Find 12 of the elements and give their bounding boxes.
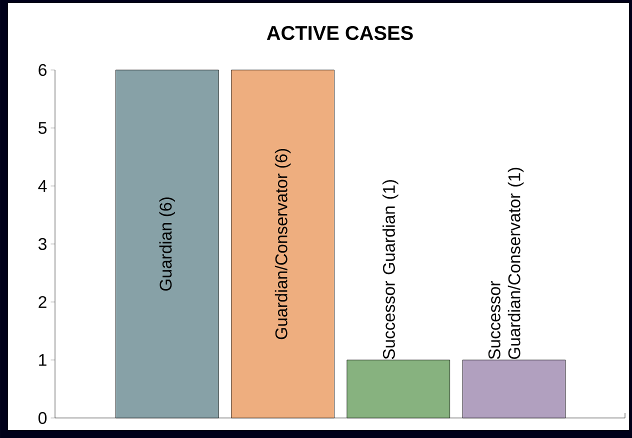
x-tick-label: Guardian (6) — [159, 198, 176, 291]
x-tick-label: Guardian/Conservator (6) — [274, 149, 291, 340]
chart-title: ACTIVE CASES — [266, 26, 413, 40]
y-tick-label: 2 — [38, 296, 46, 308]
y-tick-label: 3 — [38, 238, 46, 250]
x-tick-label: Successor Guardian/Conservator (1) — [488, 168, 524, 360]
y-tick-label: 6 — [38, 64, 46, 76]
y-tick-label: 1 — [39, 354, 46, 366]
y-tick-label: 0 — [38, 412, 47, 424]
x-tick-label: Successor Guardian (1) — [382, 180, 398, 360]
y-tick-label: 5 — [38, 122, 47, 134]
y-tick-label: 4 — [38, 180, 47, 192]
